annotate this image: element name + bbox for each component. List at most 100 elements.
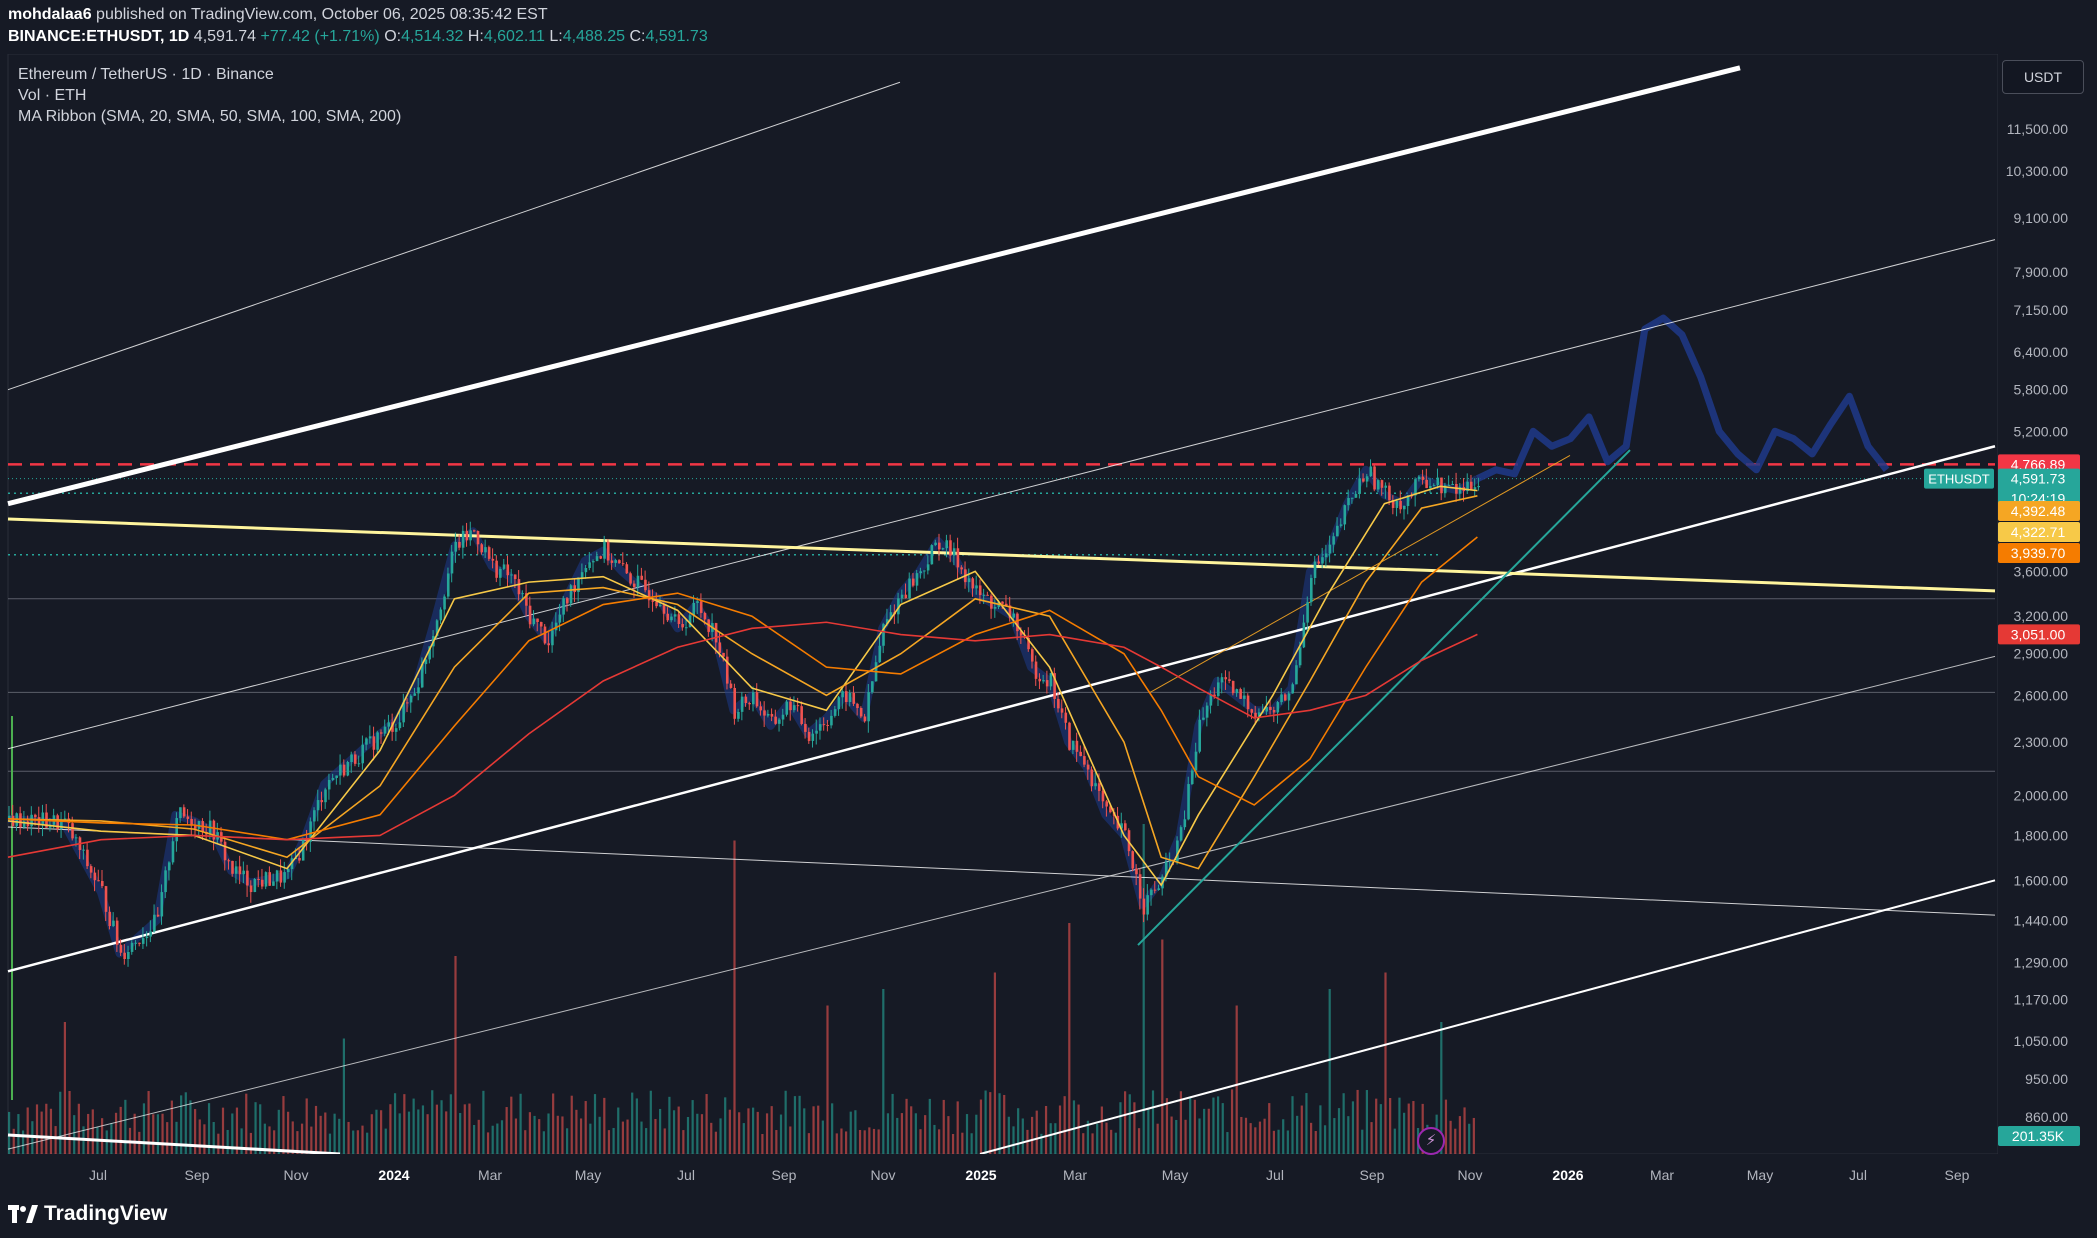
candle-body — [506, 564, 510, 576]
candle-body — [119, 944, 123, 953]
candle-body — [167, 862, 171, 871]
volume-bar — [1058, 1105, 1062, 1154]
publisher-name[interactable]: mohdalaa6 — [8, 6, 92, 23]
tradingview-logo[interactable]: TradingView — [8, 1202, 167, 1226]
volume-bar — [366, 1132, 369, 1154]
volume-bar — [733, 840, 736, 1154]
volume-bar — [700, 1114, 704, 1154]
candle-body — [1101, 790, 1105, 802]
candle-body — [1187, 784, 1190, 820]
volume-bar — [770, 1106, 773, 1154]
volume-bar — [449, 1094, 452, 1154]
candle-body — [242, 870, 245, 875]
volume-bar — [1017, 1108, 1020, 1154]
candle-body — [759, 706, 763, 711]
volume-bar — [1393, 1128, 1396, 1154]
candle-body — [1269, 707, 1272, 710]
volume-bar — [1207, 1108, 1210, 1154]
legend-title[interactable]: Ethereum / TetherUS · 1D · Binance — [18, 66, 274, 83]
chart-canvas[interactable]: 11,500.00 10,300.00 9,100.00 7,900.00 7,150.… — [0, 54, 2097, 1190]
candle-body — [517, 579, 521, 595]
legend-ma-ribbon[interactable]: MA Ribbon (SMA, 20, SMA, 50, SMA, 100, S… — [18, 108, 402, 125]
volume-bar — [435, 1104, 438, 1154]
candle-body — [845, 691, 848, 703]
volume-bar — [1077, 1104, 1080, 1154]
volume-bar — [826, 1005, 829, 1154]
channel-bottom-line — [979, 879, 1996, 1155]
volume-bar — [1165, 1098, 1169, 1154]
currency-button[interactable]: USDT — [2002, 60, 2084, 94]
price-badge-label: 4,591.73 — [2011, 471, 2066, 487]
volume-bar — [314, 1105, 318, 1154]
candle-body — [740, 696, 744, 712]
volume-bar — [35, 1104, 39, 1154]
candle-body — [1083, 756, 1086, 765]
time-tick-label: May — [575, 1167, 601, 1183]
candle-body — [454, 541, 457, 552]
volume-bar — [728, 1109, 731, 1154]
candle-body — [1150, 889, 1153, 896]
candle-body — [644, 579, 647, 591]
lightning-bolt-icon[interactable]: ⚡ — [1417, 1127, 1445, 1155]
volume-bar — [300, 1123, 304, 1154]
price-tick-label: 2,300.00 — [2014, 734, 2069, 750]
volume-bar — [1105, 1122, 1108, 1154]
volume-bar — [352, 1130, 355, 1154]
volume-bar — [296, 1131, 299, 1154]
volume-bar — [1226, 1132, 1229, 1154]
candle-body — [93, 872, 97, 881]
price-axis[interactable]: 11,500.00 10,300.00 9,100.00 7,900.00 7,150.… — [1998, 54, 2097, 1154]
candle-body — [1399, 500, 1402, 510]
candle-body — [268, 872, 271, 886]
volume-bar — [1147, 1107, 1150, 1154]
time-axis[interactable]: Jul Sep Nov 2024 Mar May Jul Sep Nov 2025 Mar May Ju… — [0, 1154, 2097, 1190]
candle-body — [1019, 631, 1023, 636]
candle-body — [1231, 680, 1235, 694]
candle-body — [699, 601, 703, 613]
volume-bar — [854, 1110, 857, 1154]
candle-body — [342, 764, 346, 776]
candle-body — [380, 732, 383, 734]
volume-bar — [1268, 1103, 1271, 1154]
volume-bar — [54, 1126, 57, 1154]
volume-bar — [217, 1133, 220, 1154]
candle-body — [714, 623, 718, 643]
plot-area[interactable] — [7, 54, 1999, 1155]
price-tick-label: 1,440.00 — [2014, 912, 2069, 928]
candle-body — [101, 881, 104, 887]
candle-body — [182, 807, 186, 817]
projection-line — [1475, 314, 1890, 482]
volume-bar — [779, 1114, 783, 1154]
candle-body — [1157, 888, 1161, 891]
price-axis-bg — [1998, 54, 2097, 1154]
candle-body — [826, 724, 829, 726]
volume-bar — [989, 1092, 992, 1154]
ma200-line — [7, 621, 1478, 858]
candle-body — [402, 702, 405, 723]
volume-bar — [877, 1129, 880, 1154]
candle-body — [115, 920, 119, 945]
candle-body — [562, 598, 565, 615]
volume-bars — [8, 824, 1475, 1154]
volume-bar — [249, 1132, 252, 1154]
volume-bar — [63, 1022, 66, 1154]
volume-bar — [589, 1123, 592, 1154]
volume-bar — [961, 1132, 964, 1154]
volume-bar — [375, 1109, 378, 1154]
volume-bar — [668, 1096, 671, 1154]
time-tick-label: Mar — [478, 1167, 502, 1183]
candle-body — [1432, 485, 1436, 487]
candle-body — [257, 878, 260, 880]
volume-bar — [356, 1130, 359, 1154]
volume-bar — [1151, 1090, 1155, 1154]
candle-body — [1250, 709, 1254, 713]
candle-body — [1194, 751, 1198, 771]
candle-body — [781, 714, 785, 720]
candle-body — [190, 818, 193, 826]
volume-bar — [77, 1103, 80, 1154]
volume-bar — [417, 1109, 420, 1154]
volume-bar — [998, 1093, 1001, 1154]
legend-volume[interactable]: Vol · ETH — [18, 87, 87, 104]
candle-body — [1239, 689, 1242, 699]
candle-body — [212, 820, 216, 840]
